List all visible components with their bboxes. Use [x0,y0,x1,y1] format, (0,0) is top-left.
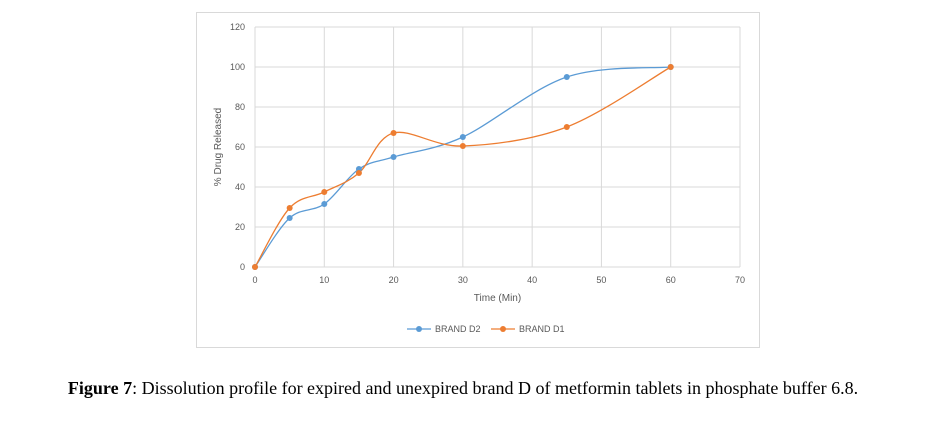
y-tick-label: 0 [240,262,245,272]
y-tick-label: 120 [230,22,245,32]
data-point [355,170,362,176]
gridlines [254,26,741,268]
data-point [563,74,570,80]
data-point [667,64,674,70]
legend-swatch-marker [500,326,506,332]
series-points [252,64,674,270]
chart-frame: 0 20 40 60 80 100 120 0 10 20 30 40 50 60 70 % Drug R… [196,12,760,348]
x-tick-label: 60 [666,275,676,285]
x-tick-label: 70 [735,275,745,285]
y-tick-label: 20 [235,222,245,232]
caption-text: : Dissolution profile for expired and un… [132,378,859,398]
caption-label: Figure 7 [67,378,133,398]
x-tick-label: 50 [596,275,606,285]
y-axis-label: % Drug Released [213,108,224,186]
data-point [321,201,328,207]
chart-svg: 0 20 40 60 80 100 120 0 10 20 30 40 50 60 70 % Drug R… [213,22,745,334]
x-tick-label: 10 [319,275,329,285]
data-point [321,189,328,195]
figure-caption: Figure 7: Dissolution profile for expire… [0,378,926,399]
x-axis-label: Time (Min) [474,293,521,304]
y-tick-labels: 0 20 40 60 80 100 120 [230,22,245,272]
x-tick-label: 30 [458,275,468,285]
legend-label: BRAND D2 [435,324,481,334]
legend-label: BRAND D1 [519,324,565,334]
data-point [286,215,293,221]
data-point [459,143,466,149]
x-tick-label: 40 [527,275,537,285]
legend: BRAND D2 BRAND D1 [407,324,565,334]
legend-swatch-marker [416,326,422,332]
y-tick-label: 80 [235,102,245,112]
data-point [286,205,293,211]
x-tick-label: 0 [252,275,257,285]
data-point [390,130,397,136]
y-tick-label: 40 [235,182,245,192]
data-point [252,264,258,270]
data-point [563,124,570,130]
y-tick-label: 60 [235,142,245,152]
y-tick-label: 100 [230,62,245,72]
data-point [390,154,397,160]
data-point [459,134,466,140]
x-tick-labels: 0 10 20 30 40 50 60 70 [252,275,745,285]
x-tick-label: 20 [389,275,399,285]
